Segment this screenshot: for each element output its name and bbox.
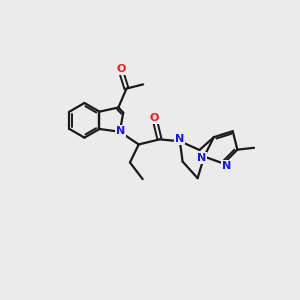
Text: N: N (116, 126, 125, 136)
Text: O: O (116, 64, 126, 74)
Text: N: N (222, 161, 231, 171)
Text: O: O (150, 113, 159, 123)
Text: N: N (197, 153, 206, 163)
Text: N: N (175, 134, 184, 144)
